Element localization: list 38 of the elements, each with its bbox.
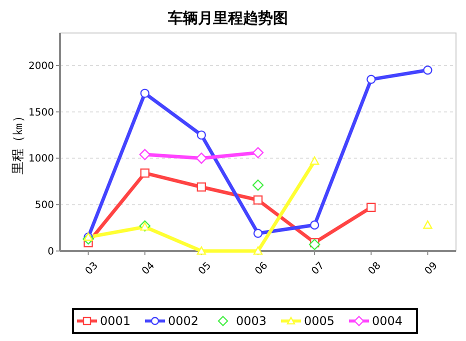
legend-label: 0005: [304, 314, 335, 328]
point: [252, 147, 264, 158]
y-tick-label: 500: [34, 200, 54, 212]
x-tick-label: 06: [253, 260, 270, 278]
y-tick-label: 0: [48, 246, 54, 258]
y-tick-label: 1000: [28, 154, 54, 165]
point: [253, 195, 263, 205]
point: [140, 168, 150, 178]
point: [252, 180, 264, 191]
y-tick-label: 2000: [28, 60, 54, 72]
x-tick-label: 07: [310, 260, 327, 278]
legend-label: 0002: [168, 314, 199, 328]
point: [253, 228, 263, 238]
legend-label: 0001: [100, 314, 131, 328]
legend-label: 0003: [236, 314, 267, 328]
point: [308, 238, 320, 250]
legend-label: 0004: [372, 314, 403, 328]
x-tick-label: 05: [196, 260, 214, 278]
point: [196, 182, 206, 192]
point: [196, 246, 206, 255]
point: [139, 148, 150, 160]
point: [423, 220, 432, 229]
x-tick-label: 09: [423, 260, 440, 278]
x-tick-label: 08: [366, 260, 384, 278]
point: [366, 74, 376, 84]
point: [196, 130, 206, 140]
point: [310, 220, 320, 230]
point: [196, 152, 208, 164]
y-tick-label: 1500: [28, 107, 54, 118]
x-tick-label: 03: [84, 260, 100, 278]
chart-title: 车辆月里程趋势图: [167, 9, 288, 27]
point: [310, 156, 320, 165]
point: [423, 66, 432, 75]
point: [140, 88, 150, 98]
x-tick-label: 04: [140, 260, 157, 278]
point: [253, 246, 263, 255]
y-axis-title: 里程（㎞）: [11, 110, 26, 174]
point: [366, 202, 376, 212]
